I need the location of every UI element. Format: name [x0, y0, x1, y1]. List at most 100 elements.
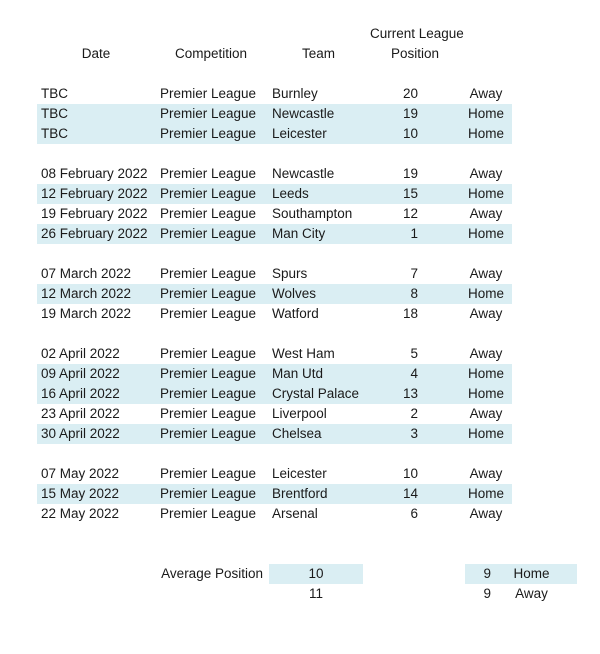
competition-cell: Premier League [160, 426, 257, 441]
venue-cell: Home [467, 106, 504, 121]
league-position-cell: 6 [410, 506, 418, 521]
average-position-label: Average Position [161, 566, 263, 581]
fixture-date-cell: 12 February 2022 [41, 186, 148, 201]
fixture-row: 19 February 2022 Premier League Southamp… [37, 204, 512, 224]
venue-cell: Home [467, 426, 504, 441]
fixture-date-cell: 07 March 2022 [41, 266, 132, 281]
venue-cell: Away [469, 86, 503, 101]
fixture-row: 26 February 2022 Premier League Man City… [37, 224, 512, 244]
team-cell: Leicester [272, 466, 327, 481]
fixture-row: 08 February 2022 Premier League Newcastl… [37, 164, 512, 184]
team-cell: Spurs [272, 266, 308, 281]
league-position-cell: 8 [410, 286, 418, 301]
competition-cell: Premier League [160, 486, 257, 501]
competition-cell: Premier League [160, 166, 257, 181]
competition-cell: Premier League [160, 346, 257, 361]
fixture-date-cell: TBC [41, 106, 68, 121]
competition-cell: Premier League [160, 126, 257, 141]
row-spacer [37, 244, 512, 264]
league-position-cell: 2 [410, 406, 418, 421]
fixture-date-cell: 30 April 2022 [41, 426, 120, 441]
fixture-date-cell: 26 February 2022 [41, 226, 148, 241]
fixture-date-cell: 19 March 2022 [41, 306, 132, 321]
away-average-value: 9 [483, 586, 491, 601]
fixture-date-cell: 23 April 2022 [41, 406, 120, 421]
fixture-date-cell: 19 February 2022 [41, 206, 148, 221]
home-average-label: Home [513, 566, 550, 581]
team-cell: Southampton [272, 206, 353, 221]
league-position-cell: 12 [402, 206, 418, 221]
fixtures-table: TBC Premier League Burnley 20 Away TBC P… [37, 84, 512, 524]
team-cell: Man City [272, 226, 326, 241]
fixture-row: 23 April 2022 Premier League Liverpool 2… [37, 404, 512, 424]
venue-cell: Away [469, 506, 503, 521]
venue-cell: Home [467, 366, 504, 381]
team-cell: Newcastle [272, 166, 335, 181]
column-header-competition: Competition [174, 46, 248, 61]
venue-cell: Away [469, 206, 503, 221]
league-position-cell: 7 [410, 266, 418, 281]
fixture-row: 12 February 2022 Premier League Leeds 15… [37, 184, 512, 204]
venue-cell: Away [469, 406, 503, 421]
competition-cell: Premier League [160, 386, 257, 401]
fixture-date-cell: 09 April 2022 [41, 366, 120, 381]
fixture-row: TBC Premier League Newcastle 19 Home [37, 104, 512, 124]
competition-cell: Premier League [160, 106, 257, 121]
fixture-date-cell: 22 May 2022 [41, 506, 120, 521]
column-header-date: Date [81, 46, 111, 61]
column-header-position-line2: Position [390, 46, 440, 61]
fixture-date-cell: 16 April 2022 [41, 386, 120, 401]
competition-cell: Premier League [160, 226, 257, 241]
fixture-date-cell: TBC [41, 86, 68, 101]
venue-cell: Home [467, 386, 504, 401]
fixture-row: 12 March 2022 Premier League Wolves 8 Ho… [37, 284, 512, 304]
team-cell: Brentford [272, 486, 328, 501]
team-cell: Newcastle [272, 106, 335, 121]
fixture-date-cell: 02 April 2022 [41, 346, 120, 361]
fixture-date-cell: 08 February 2022 [41, 166, 148, 181]
column-header-current-league-position: Current League Position [370, 24, 464, 64]
team-cell: Burnley [272, 86, 318, 101]
fixture-row: 07 March 2022 Premier League Spurs 7 Awa… [37, 264, 512, 284]
column-header-team: Team [301, 46, 335, 61]
venue-cell: Away [469, 266, 503, 281]
away-average-label: Away [515, 586, 548, 601]
venue-cell: Home [467, 126, 504, 141]
home-average-value: 9 [483, 566, 491, 581]
league-position-cell: 20 [402, 86, 418, 101]
venue-cell: Home [467, 226, 504, 241]
team-cell: Crystal Palace [272, 386, 360, 401]
competition-cell: Premier League [160, 506, 257, 521]
venue-cell: Away [469, 466, 503, 481]
column-header-position-line1: Current League [370, 26, 464, 41]
fixture-date-cell: TBC [41, 126, 68, 141]
average-position-secondary-cell: 11 [308, 586, 323, 601]
fixture-date-cell: 07 May 2022 [41, 466, 120, 481]
competition-cell: Premier League [160, 266, 257, 281]
league-position-cell: 13 [402, 386, 418, 401]
fixture-row: 02 April 2022 Premier League West Ham 5 … [37, 344, 512, 364]
venue-cell: Away [469, 346, 503, 361]
league-position-cell: 5 [410, 346, 418, 361]
fixture-row: 22 May 2022 Premier League Arsenal 6 Awa… [37, 504, 512, 524]
competition-cell: Premier League [160, 286, 257, 301]
venue-cell: Away [469, 166, 503, 181]
league-position-cell: 15 [402, 186, 418, 201]
average-position-away-cell: 9 Away [465, 584, 577, 604]
team-cell: Liverpool [272, 406, 327, 421]
venue-cell: Away [469, 306, 503, 321]
team-cell: Wolves [272, 286, 317, 301]
competition-cell: Premier League [160, 86, 257, 101]
league-position-cell: 19 [402, 166, 418, 181]
row-spacer [37, 444, 512, 464]
competition-cell: Premier League [160, 206, 257, 221]
average-position-overall-cell: 10 [269, 564, 363, 584]
team-cell: Man Utd [272, 366, 324, 381]
fixture-row: 15 May 2022 Premier League Brentford 14 … [37, 484, 512, 504]
row-spacer [37, 324, 512, 344]
team-cell: Leeds [272, 186, 309, 201]
competition-cell: Premier League [160, 186, 257, 201]
league-position-cell: 10 [402, 126, 418, 141]
fixture-date-cell: 15 May 2022 [41, 486, 120, 501]
